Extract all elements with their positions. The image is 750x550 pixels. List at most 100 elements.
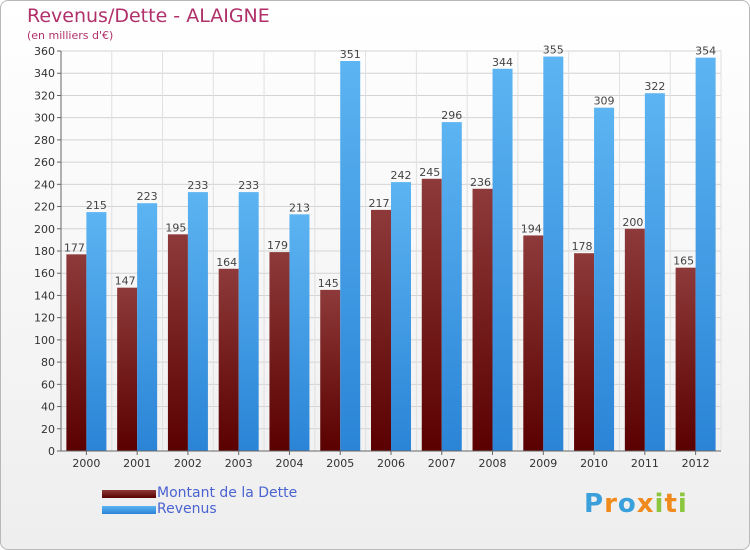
data-label-debt: 200 — [622, 216, 643, 229]
data-label-debt: 179 — [267, 239, 288, 252]
x-tick-label: 2003 — [225, 457, 253, 470]
y-tick-label: 340 — [34, 67, 55, 80]
bar-debt — [371, 209, 391, 451]
y-tick-label: 60 — [41, 378, 55, 391]
bar-revenue — [543, 56, 564, 452]
data-label-debt: 164 — [216, 256, 237, 269]
logo-letter: x — [636, 489, 655, 519]
bar-revenue — [238, 192, 259, 451]
bar-debt — [472, 188, 493, 451]
bar-revenue — [441, 122, 462, 451]
y-tick-label: 40 — [41, 401, 55, 414]
x-tick-label: 2006 — [377, 457, 405, 470]
chart-subtitle: (en milliers d'€) — [27, 29, 114, 42]
y-tick-label: 220 — [34, 201, 55, 214]
chart-title: Revenus/Dette - ALAIGNE — [27, 5, 270, 27]
logo-letter: t — [664, 489, 678, 519]
bar-revenue — [86, 212, 107, 451]
x-tick-label: 2002 — [174, 457, 202, 470]
bar-debt — [421, 178, 442, 451]
x-tick-label: 2012 — [682, 457, 710, 470]
data-label-debt: 165 — [673, 255, 694, 268]
bar-debt — [624, 228, 645, 451]
data-label-revenue: 296 — [441, 109, 462, 122]
data-label-revenue: 213 — [289, 201, 310, 214]
x-tick-label: 2008 — [479, 457, 507, 470]
y-tick-label: 280 — [34, 134, 55, 147]
x-tick-label: 2010 — [580, 457, 608, 470]
proxiti-logo: Proxiti — [584, 489, 688, 519]
bar-revenue — [594, 107, 615, 452]
bar-revenue — [187, 192, 208, 451]
y-tick-label: 360 — [34, 45, 55, 58]
x-tick-label: 2004 — [275, 457, 303, 470]
bar-revenue — [340, 61, 361, 451]
y-tick-label: 200 — [34, 223, 55, 236]
y-tick-label: 300 — [34, 112, 55, 125]
bar-debt — [320, 289, 341, 451]
bar-debt — [574, 253, 595, 451]
bar-revenue — [644, 93, 665, 451]
y-tick-label: 260 — [34, 156, 55, 169]
data-label-debt: 194 — [521, 222, 542, 235]
data-label-revenue: 233 — [187, 179, 208, 192]
y-tick-label: 140 — [34, 289, 55, 302]
y-tick-label: 120 — [34, 312, 55, 325]
y-tick-label: 180 — [34, 245, 55, 258]
data-label-revenue: 242 — [391, 169, 412, 182]
legend-label-debt: Montant de la Dette — [157, 485, 298, 501]
y-tick-label: 320 — [34, 89, 55, 102]
bar-debt — [675, 267, 696, 451]
bar-debt — [167, 234, 188, 451]
y-tick-label: 240 — [34, 178, 55, 191]
data-label-revenue: 354 — [695, 45, 716, 58]
bar-revenue — [492, 68, 513, 452]
bar-debt — [269, 252, 290, 451]
data-label-revenue: 215 — [86, 199, 107, 212]
bar-revenue — [391, 182, 411, 451]
data-label-debt: 145 — [318, 277, 339, 290]
data-label-debt: 178 — [572, 240, 593, 253]
x-tick-label: 2009 — [529, 457, 557, 470]
x-tick-label: 2007 — [428, 457, 456, 470]
bar-revenue — [137, 203, 158, 451]
data-label-debt: 147 — [115, 275, 136, 288]
logo-letter: i — [654, 489, 665, 519]
y-tick-label: 80 — [41, 356, 55, 369]
data-label-debt: 217 — [369, 197, 390, 210]
bar-debt — [523, 235, 544, 451]
bar-debt — [66, 254, 87, 451]
y-tick-label: 100 — [34, 334, 55, 347]
logo-letter: P — [584, 489, 605, 519]
logo-letter: o — [617, 489, 637, 519]
bar-debt — [117, 287, 138, 451]
x-tick-label: 2005 — [326, 457, 354, 470]
bar-debt — [218, 268, 239, 451]
data-label-debt: 236 — [470, 176, 491, 189]
data-label-revenue: 322 — [644, 80, 665, 93]
bar-revenue — [289, 214, 310, 451]
legend-swatch-revenue — [102, 506, 156, 514]
logo-letter: r — [604, 489, 618, 519]
x-tick-label: 2011 — [631, 457, 659, 470]
data-label-revenue: 344 — [492, 56, 513, 69]
data-label-revenue: 355 — [543, 44, 564, 57]
data-label-revenue: 351 — [340, 48, 361, 61]
data-label-revenue: 309 — [594, 95, 615, 108]
x-tick-label: 2000 — [72, 457, 100, 470]
legend-label-revenue: Revenus — [157, 501, 217, 517]
data-label-debt: 195 — [165, 221, 186, 234]
data-labels: 177 215 147 223 195 233 164 233 179 213 145 351 217 2… — [64, 44, 716, 290]
axes: 0 20 40 60 80 100 120 140 160 180 200 220 240 260 280 3… — [34, 45, 721, 470]
data-label-debt: 177 — [64, 241, 85, 254]
logo-letter: i — [677, 489, 688, 519]
legend-swatch-debt — [102, 490, 156, 498]
data-label-revenue: 223 — [137, 190, 158, 203]
bars — [66, 56, 716, 452]
data-label-revenue: 233 — [238, 179, 259, 192]
y-tick-label: 0 — [48, 445, 55, 458]
bar-revenue — [695, 57, 716, 452]
x-tick-label: 2001 — [123, 457, 151, 470]
